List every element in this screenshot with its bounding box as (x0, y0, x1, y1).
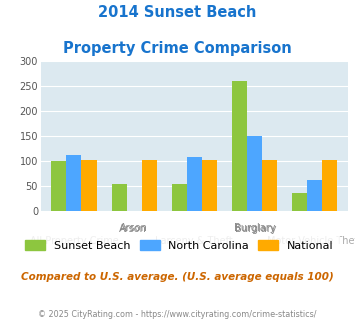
Bar (172, 184, 187, 211)
Bar (111, 184, 127, 211)
Text: All Property Crime: All Property Crime (29, 236, 118, 246)
Text: Burglary: Burglary (235, 224, 277, 234)
Bar (51, 161, 66, 211)
Bar (66, 155, 81, 211)
Text: © 2025 CityRating.com - https://www.cityrating.com/crime-statistics/: © 2025 CityRating.com - https://www.city… (38, 310, 317, 319)
Text: Motor Vehicle Theft: Motor Vehicle Theft (267, 236, 355, 246)
Bar (307, 180, 322, 211)
Bar (322, 160, 337, 211)
Bar (187, 157, 202, 211)
Text: Larceny & Theft: Larceny & Theft (155, 236, 233, 246)
Bar (81, 160, 97, 211)
Text: Burglary: Burglary (234, 223, 275, 233)
Text: 2014 Sunset Beach: 2014 Sunset Beach (98, 5, 257, 20)
Text: Arson: Arson (120, 223, 148, 233)
Text: Property Crime Comparison: Property Crime Comparison (63, 41, 292, 56)
Bar (232, 81, 247, 211)
Bar (247, 136, 262, 211)
Text: Arson: Arson (119, 224, 147, 234)
Bar (292, 193, 307, 211)
Bar (202, 160, 217, 211)
Bar (142, 160, 157, 211)
Bar (262, 160, 277, 211)
Legend: Sunset Beach, North Carolina, National: Sunset Beach, North Carolina, National (20, 235, 339, 257)
Text: Compared to U.S. average. (U.S. average equals 100): Compared to U.S. average. (U.S. average … (21, 272, 334, 282)
